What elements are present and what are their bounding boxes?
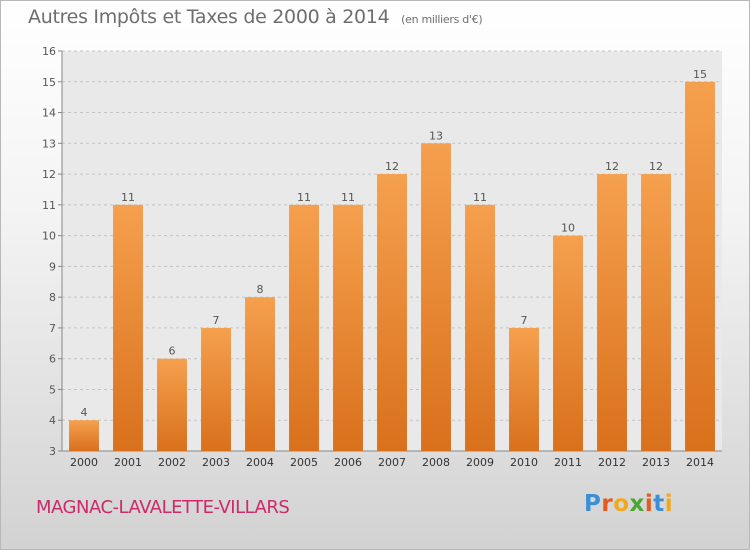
commune-name: MAGNAC-LAVALETTE-VILLARS bbox=[36, 497, 290, 518]
bar-2003 bbox=[201, 327, 231, 451]
bar-2001 bbox=[113, 204, 143, 451]
bar-2009 bbox=[465, 204, 495, 451]
bar-2002 bbox=[157, 358, 187, 451]
x-tick-label-2003: 2003 bbox=[202, 456, 230, 469]
chart-title: Autres Impôts et Taxes de 2000 à 2014 (e… bbox=[28, 6, 483, 28]
x-tick-label-2011: 2011 bbox=[554, 456, 582, 469]
logo-letter: i bbox=[664, 491, 674, 517]
data-label-2005: 11 bbox=[297, 191, 311, 204]
data-label-2002: 6 bbox=[169, 345, 176, 358]
logo-letter: t bbox=[653, 491, 665, 517]
y-tick-label: 14 bbox=[42, 107, 56, 120]
x-tick-label-2013: 2013 bbox=[642, 456, 670, 469]
data-label-2007: 12 bbox=[385, 160, 399, 173]
x-tick-label-2008: 2008 bbox=[422, 456, 450, 469]
data-label-2008: 13 bbox=[429, 129, 443, 142]
logo-letter: P bbox=[584, 491, 602, 517]
bar-2000 bbox=[69, 420, 99, 451]
x-tick-label-2007: 2007 bbox=[378, 456, 406, 469]
bar-2004 bbox=[245, 297, 275, 451]
bar-2006 bbox=[333, 204, 363, 451]
y-tick-label: 5 bbox=[49, 383, 56, 396]
x-tick-label-2005: 2005 bbox=[290, 456, 318, 469]
logo-letter: x bbox=[629, 491, 645, 517]
y-tick-label: 4 bbox=[49, 414, 56, 427]
data-label-2012: 12 bbox=[605, 160, 619, 173]
bar-2012 bbox=[597, 174, 627, 452]
y-tick-label: 10 bbox=[42, 230, 56, 243]
y-tick-label: 9 bbox=[49, 260, 56, 273]
data-label-2013: 12 bbox=[649, 160, 663, 173]
x-tick-label-2006: 2006 bbox=[334, 456, 362, 469]
y-tick-label: 12 bbox=[42, 168, 56, 181]
bar-2014 bbox=[685, 81, 715, 452]
x-tick-label-2001: 2001 bbox=[114, 456, 142, 469]
y-tick-label: 16 bbox=[42, 45, 56, 58]
bar-2007 bbox=[377, 174, 407, 452]
chart-title-text: Autres Impôts et Taxes de 2000 à 2014 bbox=[28, 6, 390, 28]
data-label-2010: 7 bbox=[521, 314, 528, 327]
data-label-2009: 11 bbox=[473, 191, 487, 204]
y-tick-label: 13 bbox=[42, 137, 56, 150]
x-tick-label-2012: 2012 bbox=[598, 456, 626, 469]
bar-2010 bbox=[509, 327, 539, 451]
x-tick-label-2000: 2000 bbox=[70, 456, 98, 469]
logo-letter: o bbox=[613, 491, 630, 517]
logo-letter: i bbox=[644, 491, 654, 517]
bar-2011 bbox=[553, 235, 583, 451]
y-tick-label: 11 bbox=[42, 199, 56, 212]
x-tick-label-2010: 2010 bbox=[510, 456, 538, 469]
x-tick-label-2004: 2004 bbox=[246, 456, 274, 469]
data-label-2003: 7 bbox=[213, 314, 220, 327]
bar-2013 bbox=[641, 174, 671, 452]
data-label-2001: 11 bbox=[121, 191, 135, 204]
bar-2008 bbox=[421, 143, 451, 452]
proxiti-logo: Proxiti bbox=[584, 491, 673, 517]
bar-2005 bbox=[289, 204, 319, 451]
y-tick-label: 3 bbox=[49, 445, 56, 458]
data-label-2014: 15 bbox=[693, 68, 707, 81]
y-tick-label: 8 bbox=[49, 291, 56, 304]
logo-letter: r bbox=[601, 491, 614, 517]
y-tick-label: 7 bbox=[49, 322, 56, 335]
data-label-2006: 11 bbox=[341, 191, 355, 204]
data-label-2011: 10 bbox=[561, 222, 575, 235]
x-tick-label-2002: 2002 bbox=[158, 456, 186, 469]
y-tick-label: 6 bbox=[49, 353, 56, 366]
labels: 3 4 5 6 7 8 9 10 11 12 13 14 15 16 4 2000 11 2001 6 2002 7 20… bbox=[42, 45, 714, 469]
x-tick-label-2014: 2014 bbox=[686, 456, 714, 469]
chart-subtitle: (en milliers d'€) bbox=[401, 13, 483, 26]
data-label-2000: 4 bbox=[81, 406, 88, 419]
x-tick-label-2009: 2009 bbox=[466, 456, 494, 469]
y-tick-label: 15 bbox=[42, 76, 56, 89]
bars bbox=[69, 81, 715, 452]
data-label-2004: 8 bbox=[257, 283, 264, 296]
